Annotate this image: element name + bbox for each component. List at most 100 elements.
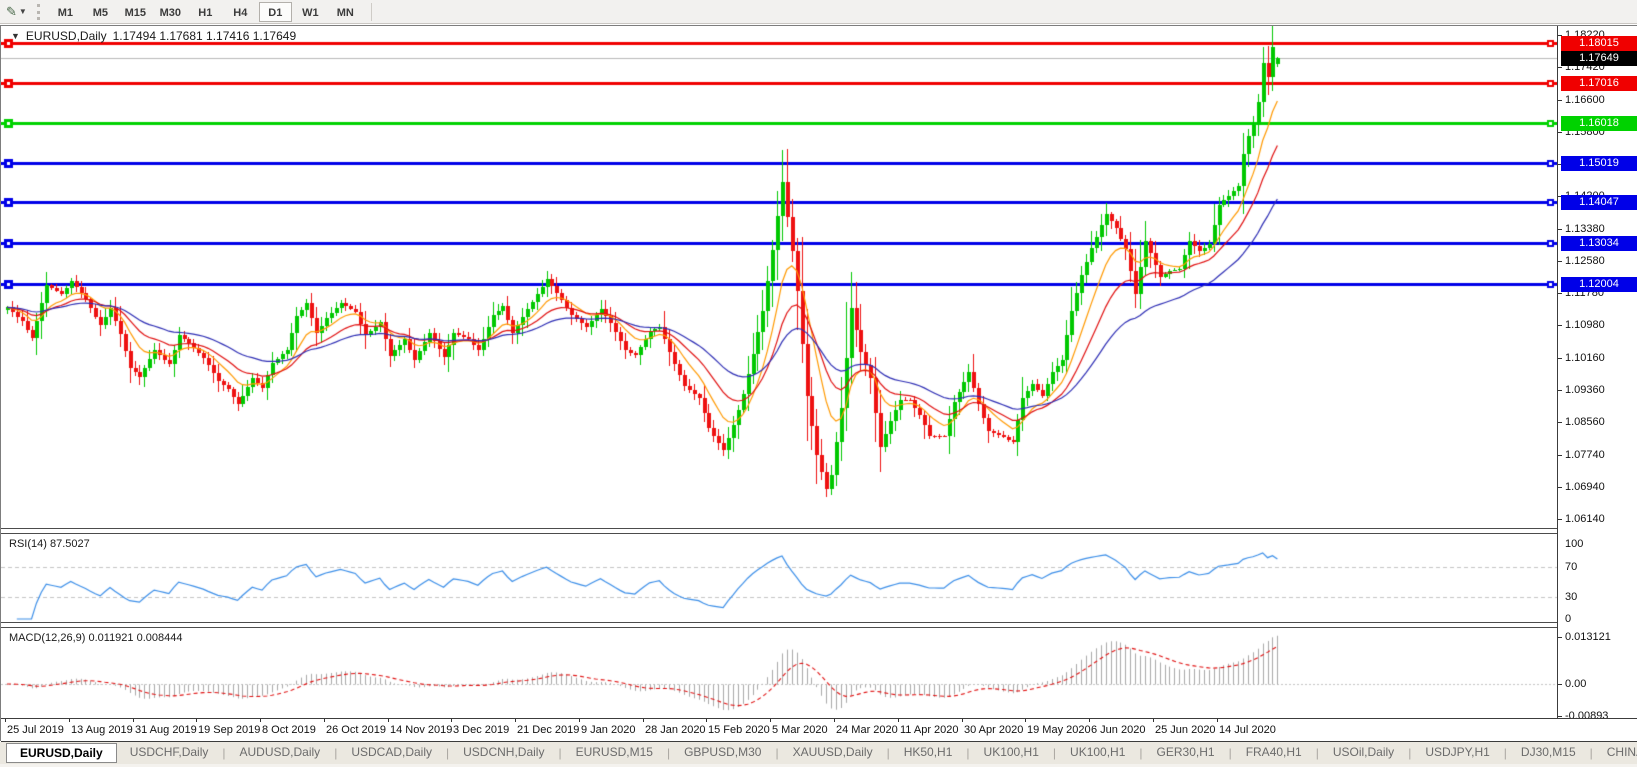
date-tick-mark [515, 719, 516, 722]
timeframe-button-h1[interactable]: H1 [198, 6, 213, 19]
date-label: 6 Jun 2020 [1091, 724, 1146, 736]
macd-indicator-chart[interactable] [1, 628, 1557, 718]
date-tick-mark [1217, 719, 1218, 722]
price-tick-label: 1.13380 [1565, 223, 1605, 235]
tab-separator: | [1503, 746, 1507, 760]
chart-tab-audusd-daily[interactable]: AUDUSD,Daily [239, 745, 321, 759]
date-label: 28 Jan 2020 [645, 724, 706, 736]
price-line-label[interactable]: 1.14047 [1561, 195, 1637, 210]
chart-tab-usoil-daily[interactable]: USOil,Daily [1332, 745, 1395, 759]
collapse-triangle-icon[interactable]: ▼ [11, 31, 20, 41]
date-axis: 25 Jul 2019 13 Aug 2019 31 Aug 2019 19 Sep … [1, 718, 1637, 742]
chart-tab-usdjpy-h1[interactable]: USDJPY,H1 [1425, 745, 1490, 759]
price-line-label[interactable]: 1.13034 [1561, 236, 1637, 251]
draw-tools-button[interactable]: ✎ ▼ [0, 2, 33, 22]
main-price-chart[interactable] [1, 26, 1557, 528]
macd-axis-label: 0.00 [1565, 678, 1587, 690]
price-line-label[interactable]: 1.16018 [1561, 116, 1637, 131]
tab-separator: | [222, 746, 226, 760]
crayon-icon: ✎ [6, 3, 17, 19]
toolbar-drag-handle[interactable] [36, 3, 42, 20]
macd-label: MACD(12,26,9) 0.011921 0.008444 [9, 632, 183, 644]
chart-tab-usdchf-daily[interactable]: USDCHF,Daily [129, 745, 209, 759]
tab-separator: | [666, 746, 671, 760]
price-axis: 1.182201.174201.166001.158001.150001.142… [1557, 26, 1637, 722]
price-tick-label: 1.10980 [1565, 319, 1605, 331]
date-label: 8 Oct 2019 [262, 724, 316, 736]
date-label: 30 Apr 2020 [964, 724, 1024, 736]
chart-tab-china300-h4[interactable]: CHINA300,H4 [1606, 745, 1637, 759]
timeframe-button-h4[interactable]: H4 [233, 6, 248, 19]
chart-tab-eurusd-daily[interactable]: EURUSD,Daily [6, 743, 117, 763]
date-tick-mark [898, 719, 899, 722]
chart-tab-gbpusd-m30[interactable]: GBPUSD,M30 [684, 745, 762, 759]
rsi-axis-label: 100 [1565, 538, 1584, 550]
bottom-strip [0, 764, 1637, 767]
price-tick-mark [1558, 100, 1562, 101]
chart-tab-hk50-h1[interactable]: HK50,H1 [903, 745, 953, 759]
price-tick-mark [1558, 325, 1562, 326]
price-line-label[interactable]: 1.18015 [1561, 36, 1637, 51]
chart-tab-usdcnh-daily[interactable]: USDCNH,Daily [463, 745, 545, 759]
date-tick-mark [388, 719, 389, 722]
price-tick-mark [1558, 35, 1562, 36]
price-tick-mark [1558, 196, 1562, 197]
tab-separator: | [886, 746, 890, 760]
date-label: 26 Oct 2019 [326, 724, 386, 736]
date-tick-mark [643, 719, 644, 722]
price-tick-label: 1.10160 [1565, 352, 1605, 364]
date-tick-mark [260, 719, 261, 722]
price-tick-label: 1.07740 [1565, 449, 1605, 461]
date-tick-mark [451, 719, 452, 722]
macd-tick-mark [1558, 684, 1562, 685]
price-tick-mark [1558, 261, 1562, 262]
date-tick-mark [579, 719, 580, 722]
chart-tab-ger30-h1[interactable]: GER30,H1 [1156, 745, 1215, 759]
chart-tab-eurusd-m15[interactable]: EURUSD,M15 [575, 745, 653, 759]
panel-divider[interactable] [1, 622, 1637, 628]
date-tick-mark [69, 719, 70, 722]
price-tick-label: 1.06140 [1565, 513, 1605, 525]
timeframe-button-m15[interactable]: M15 [124, 6, 147, 19]
tab-separator: | [775, 746, 779, 760]
chart-tab-fra40-h1[interactable]: FRA40,H1 [1245, 745, 1302, 759]
chart-tab-uk100-h1[interactable]: UK100,H1 [983, 745, 1039, 759]
timeframe-button-m5[interactable]: M5 [92, 6, 108, 19]
chart-tab-usdcad-daily[interactable]: USDCAD,Daily [351, 745, 432, 759]
price-line-label[interactable]: 1.17016 [1561, 76, 1637, 91]
chart-tab-uk100-h1[interactable]: UK100,H1 [1070, 745, 1126, 759]
date-tick-mark [5, 719, 6, 722]
date-label: 25 Jun 2020 [1155, 724, 1216, 736]
rsi-label: RSI(14) 87.5027 [9, 538, 90, 550]
tab-separator: | [446, 746, 450, 760]
current-price-label: 1.17649 [1561, 51, 1637, 66]
price-tick-mark [1558, 67, 1562, 68]
date-tick-mark [1089, 719, 1090, 722]
price-line-label[interactable]: 1.15019 [1561, 156, 1637, 171]
date-label: 5 Mar 2020 [772, 724, 828, 736]
price-tick-label: 1.09360 [1565, 384, 1605, 396]
chart-tab-dj30-m15[interactable]: DJ30,M15 [1520, 745, 1576, 759]
timeframe-button-d1[interactable]: D1 [258, 1, 292, 22]
price-tick-mark [1558, 164, 1562, 165]
timeframe-button-m30[interactable]: M30 [159, 6, 182, 19]
timeframe-button-w1[interactable]: W1 [302, 6, 319, 19]
rsi-indicator-chart[interactable] [1, 534, 1557, 622]
date-label: 11 Apr 2020 [900, 724, 959, 736]
date-tick-mark [324, 719, 325, 722]
price-line-label[interactable]: 1.12004 [1561, 277, 1637, 292]
timeframe-button-m1[interactable]: M1 [57, 6, 73, 19]
price-tick-mark [1558, 358, 1562, 359]
rsi-axis-label: 70 [1565, 561, 1578, 573]
price-tick-mark [1558, 422, 1562, 423]
rsi-axis-label: 30 [1565, 591, 1578, 603]
timeframe-button-mn[interactable]: MN [336, 6, 354, 19]
date-label: 13 Aug 2019 [71, 724, 133, 736]
date-tick-mark [962, 719, 963, 722]
date-label: 19 Sep 2019 [198, 724, 261, 736]
tab-separator: | [1052, 746, 1057, 760]
panel-divider[interactable] [1, 528, 1637, 534]
date-tick-mark [133, 719, 134, 722]
chart-tab-xauusd-daily[interactable]: XAUUSD,Daily [792, 745, 873, 759]
date-label: 25 Jul 2019 [7, 724, 64, 736]
